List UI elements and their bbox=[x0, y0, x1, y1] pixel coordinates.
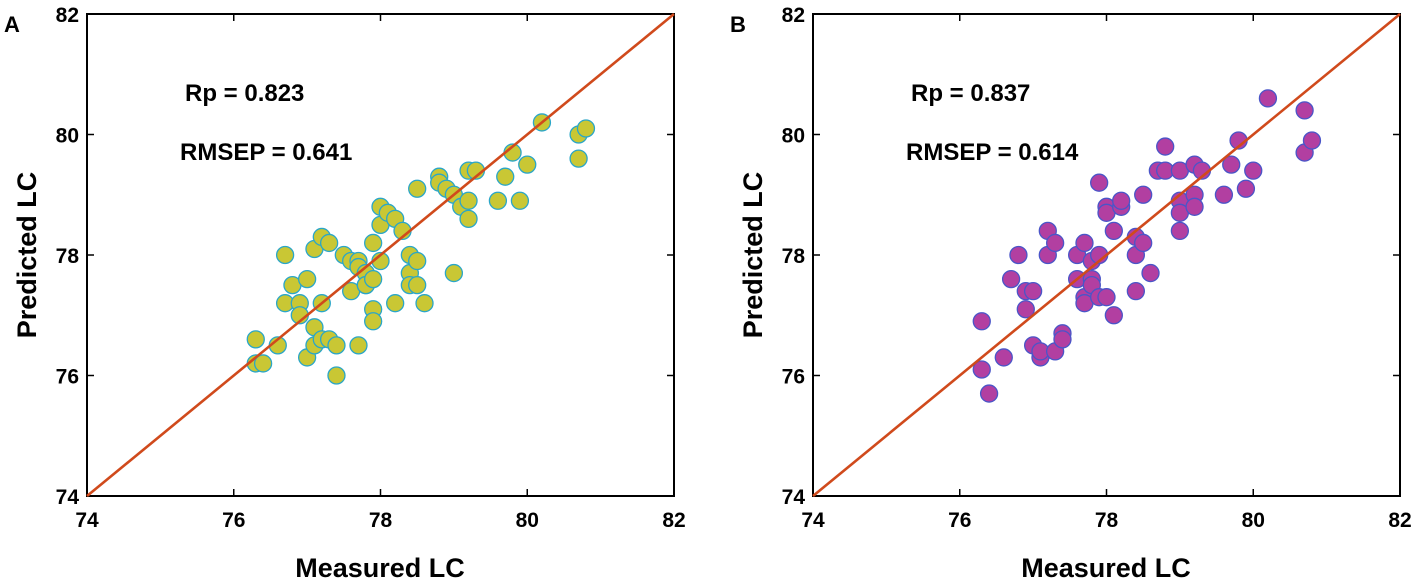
panel-b-data-point bbox=[979, 384, 999, 403]
panel-b-rmsep-annotation: RMSEP = 0.614 bbox=[906, 139, 1079, 166]
panel-b-data-point bbox=[1075, 233, 1094, 253]
panel-b-data-point bbox=[1104, 306, 1123, 325]
panel-a-data-point bbox=[246, 330, 265, 349]
panel-a-y-tick-label: 82 bbox=[56, 4, 79, 27]
panel-b-x-tick-label: 76 bbox=[948, 509, 971, 532]
panel-a-data-point bbox=[253, 354, 273, 373]
panel-a-data-point bbox=[576, 119, 596, 138]
panel-a-data-point bbox=[386, 294, 405, 313]
panel-a-data-point bbox=[496, 167, 515, 186]
panel-b-x-tick-label: 80 bbox=[1242, 509, 1265, 532]
panel-a-x-tick-label: 82 bbox=[662, 509, 685, 532]
panel-a-data-point bbox=[327, 366, 346, 385]
panel-a-y-tick-label: 80 bbox=[56, 125, 79, 148]
panel-b-rp-annotation: Rp = 0.837 bbox=[911, 80, 1030, 107]
panel-a-reference-line bbox=[86, 12, 675, 498]
panel-a-data-point bbox=[364, 312, 383, 331]
panel-a-data-point bbox=[415, 294, 434, 313]
panel-a-data-point bbox=[327, 336, 346, 355]
panel-b-data-point bbox=[1236, 179, 1256, 198]
panel-b-data-point bbox=[972, 312, 991, 331]
panel-b-x-tick-label: 82 bbox=[1388, 509, 1411, 532]
panel-a-x-tick-label: 74 bbox=[75, 509, 99, 532]
panel-a-rmsep-annotation: RMSEP = 0.641 bbox=[180, 139, 352, 166]
panel-b-x-tick-label: 78 bbox=[1095, 509, 1119, 532]
panel-a-y-tick-label: 78 bbox=[56, 245, 80, 268]
panel-b-y-tick-label: 76 bbox=[782, 366, 805, 389]
panel-a-data-point bbox=[364, 269, 383, 289]
panel-b-y-axis-label: Predicted LC bbox=[738, 172, 768, 339]
panel-b-data-point bbox=[1214, 185, 1234, 204]
panel-a-data-point bbox=[275, 245, 295, 265]
panel-b-data-point bbox=[1023, 281, 1043, 301]
panel-a-data-point bbox=[408, 275, 427, 295]
panel-a-y-axis-label: Predicted LC bbox=[12, 172, 42, 339]
panel-b-data-point bbox=[1009, 245, 1028, 265]
panel-b-data-point bbox=[994, 348, 1013, 367]
panel-b-data-point bbox=[1258, 89, 1278, 108]
panel-a: A 74 76 78 80 82 74 76 78 80 82 Rp = 0.823 RMSEP … bbox=[4, 4, 686, 583]
panel-b-data-point bbox=[1053, 330, 1072, 349]
panel-b-x-axis-label: Measured LC bbox=[1021, 553, 1191, 583]
panel-b-data-point bbox=[1104, 221, 1123, 241]
panel-a-data-point bbox=[569, 149, 588, 168]
panel-a-data-point bbox=[459, 209, 478, 229]
panel-a-data-point bbox=[408, 179, 427, 198]
panel-b-data-point bbox=[1302, 131, 1322, 150]
panel-b-y-tick-label: 82 bbox=[782, 4, 805, 27]
panel-a-data-point bbox=[444, 263, 464, 283]
panel-b-y-tick-label: 78 bbox=[782, 245, 806, 268]
panel-b-data-point bbox=[1141, 263, 1160, 283]
panel-a-data-point bbox=[459, 191, 478, 210]
panel-b-data-point bbox=[1134, 185, 1153, 204]
panel-a-data-point bbox=[297, 269, 317, 289]
panel-a-x-tick-label: 78 bbox=[369, 509, 393, 532]
panel-letter-a: A bbox=[4, 12, 20, 37]
panel-b-data-point bbox=[1097, 288, 1116, 307]
panel-b-data-point bbox=[1016, 300, 1035, 319]
panel-a-x-tick-label: 76 bbox=[222, 509, 245, 532]
panel-a-y-tick-label: 76 bbox=[56, 366, 79, 389]
panel-a-data-point bbox=[349, 336, 368, 355]
panel-b-data-point bbox=[1185, 197, 1204, 216]
panel-b-y-tick-label: 74 bbox=[782, 486, 806, 509]
panel-a-data-point bbox=[518, 155, 537, 174]
panel-b-data-point bbox=[1156, 137, 1175, 156]
panel-a-y-tick-label: 74 bbox=[56, 486, 80, 509]
panel-a-rp-annotation: Rp = 0.823 bbox=[185, 80, 304, 107]
panel-b-y-tick-label: 80 bbox=[782, 125, 805, 148]
panel-b-x-tick-label: 74 bbox=[801, 509, 825, 532]
panel-b-data-point bbox=[972, 360, 991, 379]
panel-a-x-tick-label: 80 bbox=[516, 509, 539, 532]
panel-b-data-point bbox=[1090, 173, 1109, 192]
panel-a-plot: 74 76 78 80 82 74 76 78 80 82 bbox=[56, 4, 686, 532]
panel-b-data-point bbox=[1001, 269, 1021, 289]
panel-b-data-point bbox=[1112, 191, 1131, 210]
panel-b-data-point bbox=[1244, 161, 1263, 180]
panel-a-data-point bbox=[488, 191, 508, 210]
panel-a-data-point bbox=[364, 233, 383, 253]
panel-a-data-point bbox=[408, 251, 427, 271]
panel-b-data-point bbox=[1126, 281, 1145, 301]
panel-a-data-point bbox=[510, 191, 530, 210]
panel-b-reference-line bbox=[812, 12, 1401, 498]
panel-b-plot: 74 76 78 80 82 74 76 78 80 82 bbox=[782, 4, 1412, 532]
panel-b-data-point bbox=[1222, 155, 1241, 174]
panel-letter-b: B bbox=[730, 12, 746, 37]
panel-b-data-point bbox=[1295, 101, 1314, 120]
panel-b-data-point bbox=[1045, 233, 1065, 253]
panel-b-data-point bbox=[1134, 233, 1153, 253]
panel-b: B 74 76 78 80 82 74 76 78 80 82 Rp = 0.837 RMSEP … bbox=[730, 4, 1412, 583]
panel-a-data-point bbox=[319, 233, 339, 253]
panel-b-data-point bbox=[1170, 221, 1190, 241]
panel-a-x-axis-label: Measured LC bbox=[295, 553, 465, 583]
